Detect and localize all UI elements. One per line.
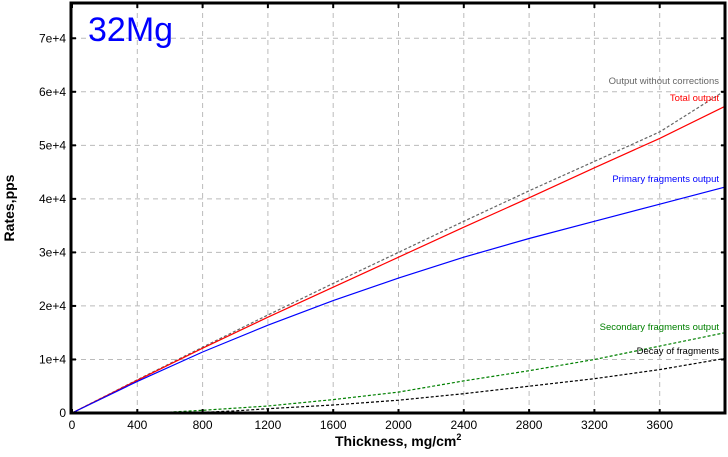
series-label: Primary fragments output [612, 174, 719, 185]
y-tick-label: 3e+4 [39, 245, 66, 259]
x-tick-label: 2800 [516, 418, 543, 432]
series-line-2 [71, 186, 726, 414]
ticks: 0 400 800 1200 1600 2000 2400 2800 3200 3600 0 1e+4… [39, 4, 725, 432]
series-label: Decay of fragments [637, 346, 720, 357]
y-tick-label: 4e+4 [39, 192, 66, 206]
x-tick-label: 400 [127, 418, 147, 432]
x-tick-label: 0 [69, 418, 76, 432]
chart-title: 32Mg [88, 11, 173, 49]
series-label: Total output [670, 93, 719, 104]
x-tick-label: 3600 [646, 418, 673, 432]
x-axis-label: Thickness, mg/cm2 [335, 432, 461, 449]
grid [72, 4, 725, 413]
x-tick-label: 800 [193, 418, 213, 432]
series-label: Output without corrections [609, 76, 720, 87]
x-tick-label: 3200 [581, 418, 608, 432]
y-tick-label: 1e+4 [39, 352, 66, 366]
series-line-4 [186, 357, 726, 414]
series-labels: Output without corrections Total output Pr… [600, 76, 720, 357]
x-tick-label: 1200 [255, 418, 282, 432]
y-tick-label: 2e+4 [39, 299, 66, 313]
series-lines [71, 90, 726, 414]
series-label: Secondary fragments output [600, 322, 720, 333]
y-tick-label: 0 [59, 406, 66, 420]
y-tick-label: 6e+4 [39, 85, 66, 99]
series-line-1 [71, 105, 726, 414]
y-axis-label: Rates,pps [1, 174, 17, 241]
x-tick-label: 2400 [450, 418, 477, 432]
series-line-0 [71, 90, 726, 414]
plot-frame [69, 1, 727, 415]
y-tick-label: 5e+4 [39, 138, 66, 152]
x-tick-label: 1600 [320, 418, 347, 432]
series-line-3 [153, 332, 726, 414]
x-tick-label: 2000 [385, 418, 412, 432]
y-tick-label: 7e+4 [39, 31, 66, 45]
x-axis-label-superscript: 2 [456, 432, 461, 442]
